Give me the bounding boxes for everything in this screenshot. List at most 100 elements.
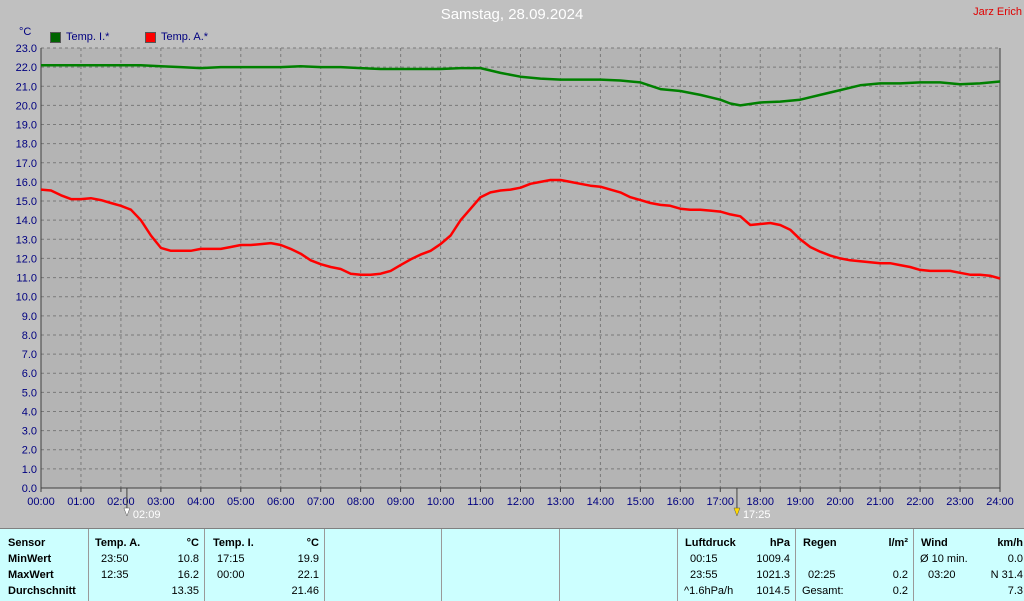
chart-title: Samstag, 28.09.2024 (440, 6, 584, 23)
x-tick-label: 17:00 (707, 496, 735, 508)
x-tick-label: 00:00 (27, 496, 55, 508)
y-tick-label: 17.0 (16, 158, 37, 170)
x-tick-label: 22:00 (906, 496, 934, 508)
wind-unit: km/h (997, 537, 1023, 549)
x-tick-label: 12:00 (507, 496, 535, 508)
wind-header: Wind (921, 537, 948, 549)
x-tick-label: 19:00 (786, 496, 814, 508)
x-tick-label: 21:00 (866, 496, 894, 508)
y-tick-label: 13.0 (16, 234, 37, 246)
temp-i-unit: °C (306, 537, 319, 549)
event-marker-label: 02:09 (133, 509, 161, 521)
stats-col-sensor: Sensor MinWert MaxWert Durchschnitt (0, 529, 88, 601)
y-tick-label: 6.0 (22, 368, 37, 380)
stats-col-empty-2 (441, 529, 560, 601)
luftdruck-min-time: 00:15 (690, 553, 718, 565)
luftdruck-min-value: 1009.4 (756, 553, 790, 565)
temp-i-max-value: 22.1 (297, 569, 319, 581)
y-tick-label: 23.0 (16, 43, 37, 55)
x-tick-label: 04:00 (187, 496, 215, 508)
y-tick-label: 1.0 (22, 464, 37, 476)
x-tick-label: 05:00 (227, 496, 255, 508)
regen-total-label: Gesamt: (802, 585, 844, 597)
x-tick-label: 16:00 (667, 496, 695, 508)
x-tick-label: 10:00 (427, 496, 455, 508)
temp-a-min-value: 10.8 (177, 553, 199, 565)
temp-i-avg-value: 21.46 (291, 585, 319, 597)
temp-i-max-time: 00:00 (217, 569, 245, 581)
sensor-row-min: MinWert (8, 553, 52, 565)
y-tick-label: 21.0 (16, 81, 37, 93)
temp-i-min-time: 17:15 (217, 553, 245, 565)
y-tick-label: 2.0 (22, 445, 37, 457)
legend-label-temp-a: Temp. A.* (161, 31, 209, 43)
x-tick-label: 09:00 (387, 496, 415, 508)
y-tick-label: 14.0 (16, 215, 37, 227)
event-marker-icon (123, 507, 131, 517)
stats-col-temp-a: Temp. A. °C 23:50 10.8 12:35 16.2 13.35 (88, 529, 205, 601)
x-tick-label: 14:00 (587, 496, 615, 508)
y-tick-label: 3.0 (22, 426, 37, 438)
x-tick-label: 13:00 (547, 496, 575, 508)
y-tick-label: 20.0 (16, 100, 37, 112)
temp-a-max-time: 12:35 (101, 569, 129, 581)
stats-col-luftdruck: Luftdruck hPa 00:15 1009.4 23:55 1021.3 … (677, 529, 796, 601)
y-tick-label: 8.0 (22, 330, 37, 342)
regen-header: Regen (803, 537, 837, 549)
x-tick-label: 06:00 (267, 496, 295, 508)
x-tick-label: 24:00 (986, 496, 1014, 508)
luftdruck-max-value: 1021.3 (756, 569, 790, 581)
temp-i-min-value: 19.9 (297, 553, 319, 565)
stats-table: Sensor MinWert MaxWert Durchschnitt Temp… (0, 528, 1024, 601)
wind-avg-value: 7.3 (1007, 585, 1023, 597)
legend-item-temp-a: Temp. A.* (145, 31, 208, 43)
temp-i-header: Temp. I. (213, 537, 254, 549)
author-label: Jarz Erich (973, 6, 1022, 18)
y-tick-label: 10.0 (16, 292, 37, 304)
sensor-row-max: MaxWert (8, 569, 54, 581)
legend-swatch-temp-i (50, 31, 61, 43)
temp-a-max-value: 16.2 (177, 569, 199, 581)
legend-label-temp-i: Temp. I.* (66, 31, 110, 43)
x-tick-label: 03:00 (147, 496, 175, 508)
temperature-chart: 0.0 1.0 2.0 3.0 4.0 5.0 6.0 7.0 8.0 9.0 10.0 11.0 12… (16, 43, 1014, 521)
wind-max-value: N 31.4 (990, 569, 1023, 581)
stats-col-empty-1 (324, 529, 442, 601)
y-tick-label: 0.0 (22, 483, 37, 495)
y-tick-label: 9.0 (22, 311, 37, 323)
regen-max-value: 0.2 (892, 569, 908, 581)
stats-col-regen: Regen l/m² 02:25 0.2 Gesamt: 0.2 (795, 529, 914, 601)
chart-area: 0.0 1.0 2.0 3.0 4.0 5.0 6.0 7.0 8.0 9.0 10.0 11.0 12… (15, 6, 1022, 521)
stats-col-wind: Wind km/h Ø 10 min. 0.0 03:20 N 31.4 7.3 (913, 529, 1024, 601)
regen-max-time: 02:25 (808, 569, 836, 581)
x-tick-label: 18:00 (746, 496, 774, 508)
stats-col-empty-3 (559, 529, 678, 601)
temp-a-avg-value: 13.35 (171, 585, 199, 597)
x-tick-label: 08:00 (347, 496, 375, 508)
regen-unit: l/m² (888, 537, 908, 549)
y-tick-label: 16.0 (16, 177, 37, 189)
x-tick-label: 15:00 (627, 496, 655, 508)
x-tick-label: 07:00 (307, 496, 335, 508)
x-tick-label: 20:00 (826, 496, 854, 508)
y-tick-label: 15.0 (16, 196, 37, 208)
y-tick-label: 7.0 (22, 349, 37, 361)
temp-a-header: Temp. A. (95, 537, 141, 549)
y-tick-label: 4.0 (22, 406, 37, 418)
legend-swatch-temp-a (145, 31, 156, 43)
x-tick-label: 23:00 (946, 496, 974, 508)
sensor-row-avg: Durchschnitt (8, 585, 76, 597)
luftdruck-trend: ^1.6hPa/h (684, 585, 734, 597)
regen-total-value: 0.2 (892, 585, 908, 597)
wind-avg10-label: Ø 10 min. (920, 553, 968, 565)
luftdruck-unit: hPa (769, 537, 790, 549)
luftdruck-header: Luftdruck (685, 537, 736, 549)
temp-a-unit: °C (186, 537, 199, 549)
x-tick-label: 11:00 (467, 496, 494, 508)
luftdruck-avg-value: 1014.5 (756, 585, 790, 597)
stats-col-temp-i: Temp. I. °C 17:15 19.9 00:00 22.1 21.46 (204, 529, 325, 601)
y-axis-unit: °C (19, 26, 32, 38)
legend-item-temp-i: Temp. I.* (50, 31, 109, 43)
y-tick-label: 5.0 (22, 387, 37, 399)
wind-max-time: 03:20 (928, 569, 956, 581)
